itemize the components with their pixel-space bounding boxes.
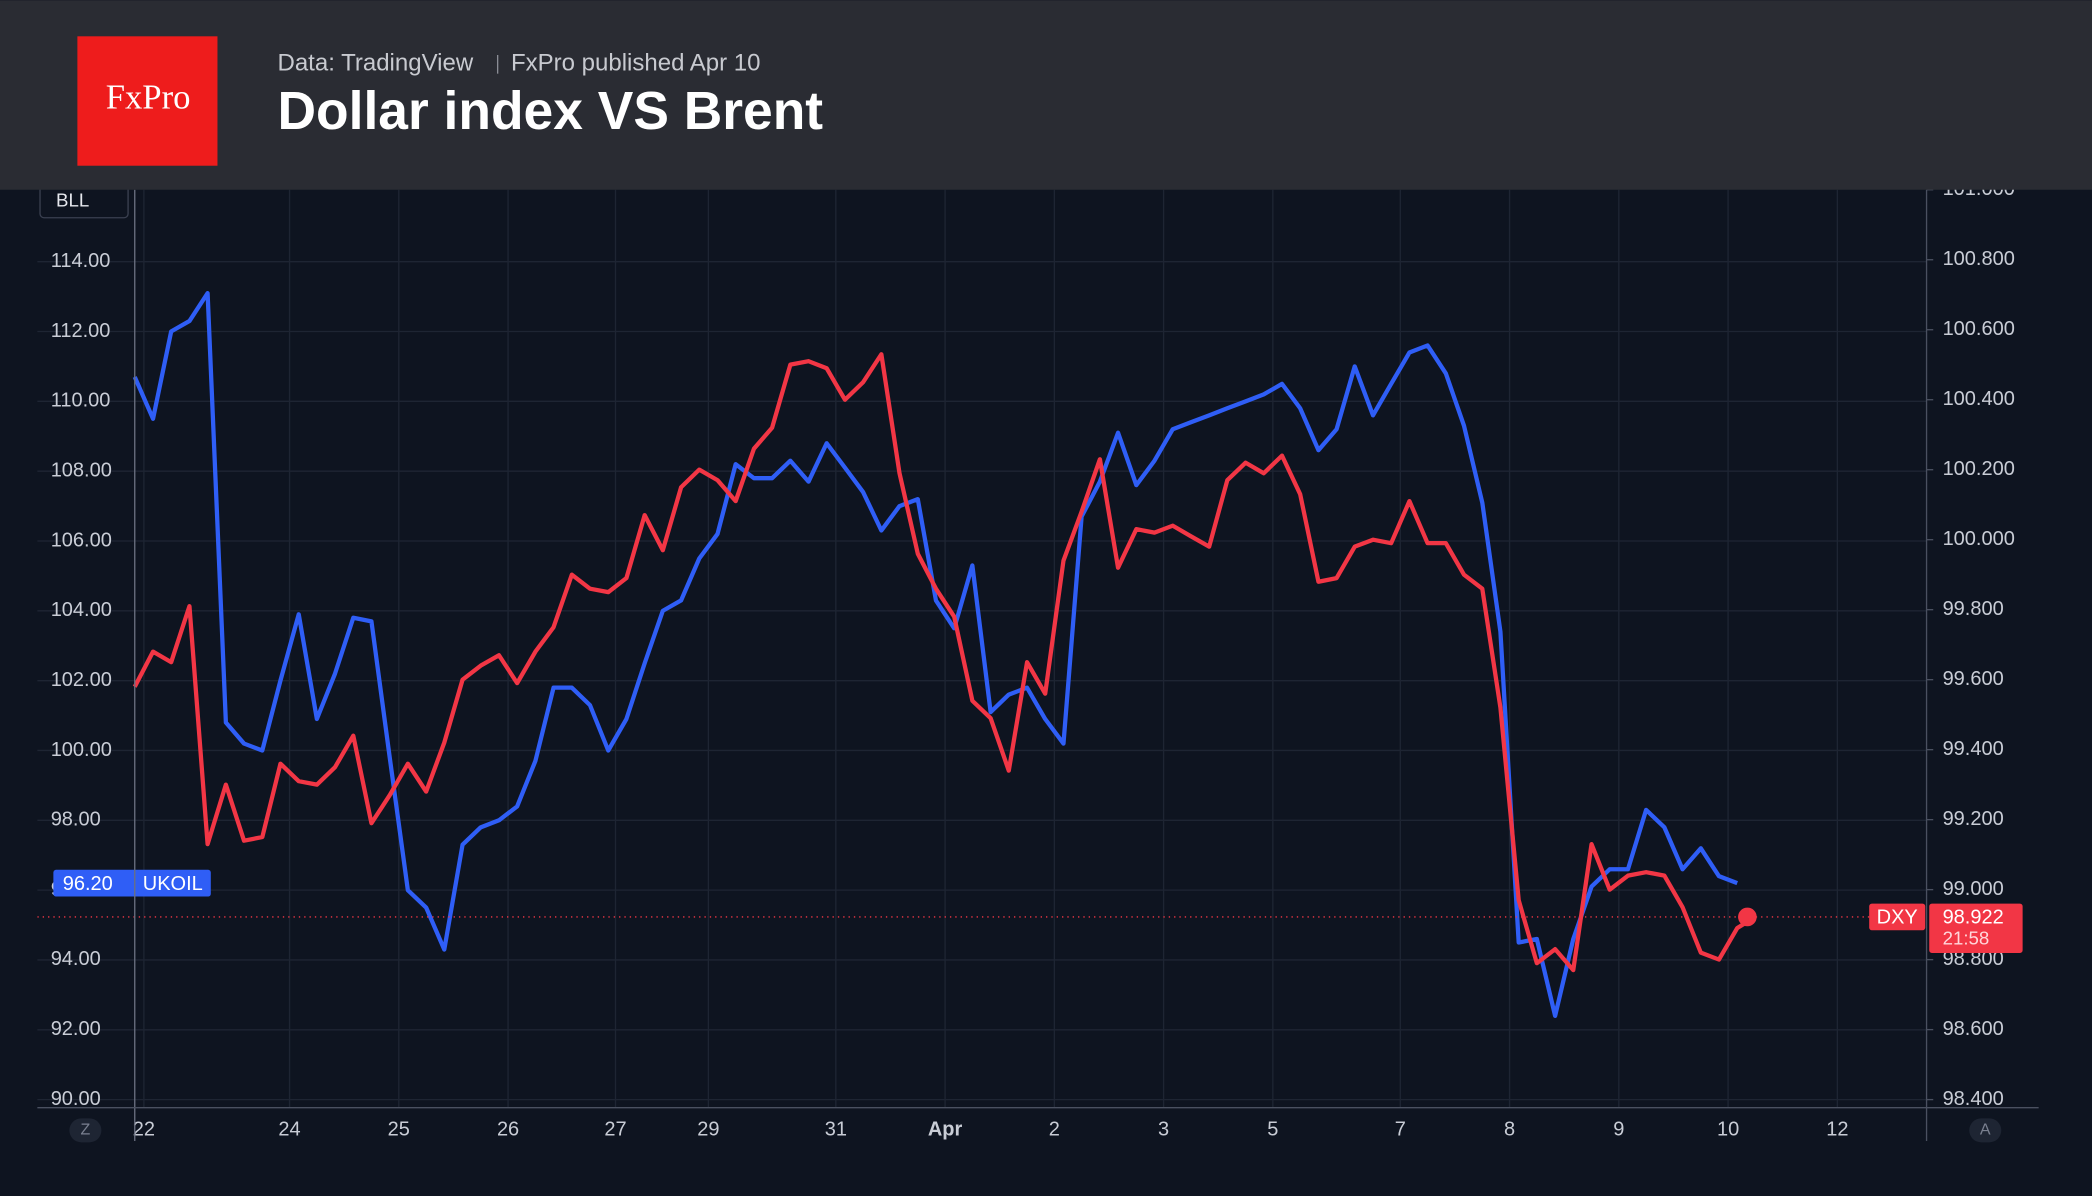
y2-tick-label: 100.200	[1943, 458, 2015, 480]
series-name: DXY	[1877, 907, 1918, 929]
y2-tick-label: 100.400	[1943, 388, 2015, 410]
y-tick-label: 108.00	[51, 459, 112, 481]
last-point	[1738, 907, 1757, 927]
x-tick-label: 2	[1049, 1119, 1060, 1141]
right-button-label: A	[1980, 1122, 1991, 1139]
y-tick-label: 102.00	[51, 669, 112, 691]
left-button-label: Z	[80, 1122, 90, 1139]
y2-tick-label: 99.400	[1943, 738, 2004, 760]
y-tick-label: 104.00	[51, 599, 112, 621]
y-tick-label: 94.00	[51, 948, 101, 970]
x-tick-label: 29	[697, 1119, 719, 1141]
x-tick-label: 5	[1267, 1119, 1278, 1141]
logo	[77, 36, 218, 166]
series-line	[132, 352, 1757, 973]
left-button[interactable]	[69, 1118, 102, 1143]
x-tick-label: 9	[1613, 1119, 1624, 1141]
x-tick-label: 24	[278, 1119, 300, 1141]
y-tick-label: 106.00	[51, 529, 112, 551]
header-background	[0, 0, 2092, 190]
x-tick-label: 8	[1504, 1119, 1515, 1141]
last-value-badge	[1929, 903, 2023, 953]
y2-tick-label: 98.600	[1943, 1018, 2004, 1040]
source: Data: TradingView	[278, 50, 474, 77]
y2-tick-label: 99.800	[1943, 598, 2004, 620]
y-tick-label: 92.00	[51, 1018, 101, 1040]
last-value-label: 96.20	[63, 873, 113, 895]
y-tick-label: 112.00	[51, 320, 111, 342]
x-tick-label: 27	[604, 1119, 626, 1141]
last-value-label: 98.922	[1943, 907, 2004, 929]
series-line	[132, 291, 1738, 1019]
right-button[interactable]	[1969, 1118, 2002, 1143]
y2-tick-label: 100.800	[1943, 248, 2015, 270]
x-tick-label: 7	[1395, 1119, 1406, 1141]
y2-tick-label: 98.400	[1943, 1088, 2004, 1110]
last-value-badge	[53, 869, 211, 897]
x-tick-label: 25	[388, 1119, 410, 1141]
y-tick-label: 90.00	[51, 1088, 101, 1110]
y2-tick-label: 98.800	[1943, 948, 2004, 970]
x-tick-label: 26	[497, 1119, 519, 1141]
symbol-button-label: BLL	[56, 190, 89, 211]
x-tick-label: 3	[1158, 1119, 1169, 1141]
series-name-badge	[1869, 903, 1926, 931]
x-tick-label: 22	[133, 1119, 155, 1141]
x-tick-label: 31	[825, 1119, 847, 1141]
published: FxPro published Apr 10	[511, 50, 760, 77]
x-tick-label: 10	[1717, 1119, 1739, 1141]
chart-title: Dollar index VS Brent	[278, 82, 824, 141]
y2-tick-label: 99.200	[1943, 808, 2004, 830]
y2-tick-label: 100.600	[1943, 318, 2015, 340]
y-tick-label: 114.00	[51, 250, 111, 272]
x-tick-label: 12	[1826, 1119, 1848, 1141]
y-tick-label: 110.00	[51, 390, 111, 412]
logo-text: FxPro	[106, 77, 191, 116]
y-tick-label: 98.00	[51, 809, 101, 831]
y2-tick-label: 99.600	[1943, 668, 2004, 690]
x-tick-label: Apr	[928, 1119, 963, 1141]
y-tick-label: 100.00	[51, 739, 112, 761]
y2-tick-label: 99.000	[1943, 878, 2004, 900]
countdown-label: 21:58	[1943, 928, 1990, 949]
series-name: UKOIL	[143, 873, 203, 895]
y2-tick-label: 100.000	[1943, 528, 2015, 550]
